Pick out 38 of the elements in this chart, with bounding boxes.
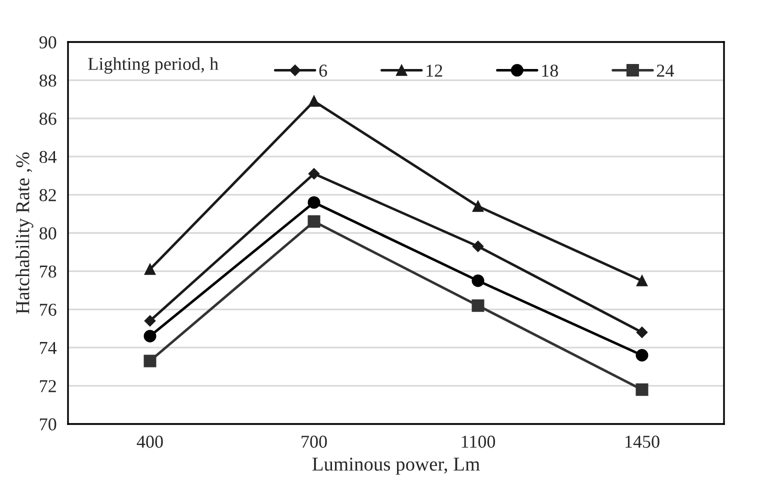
point: [308, 96, 320, 107]
legend-label: 12: [426, 64, 442, 77]
point: [636, 326, 648, 338]
x-tick-label: 400: [136, 436, 163, 448]
y-tick-label: 88: [40, 74, 56, 87]
point: [144, 264, 156, 275]
legend-title: Lighting period, h: [88, 57, 218, 74]
y-tick-label: 86: [40, 112, 56, 125]
point: [308, 168, 320, 180]
y-tick-label: 76: [40, 304, 56, 316]
point: [472, 240, 484, 252]
legend-label: 6: [319, 64, 328, 77]
x-tick-label: 700: [302, 436, 327, 448]
point: [308, 215, 320, 228]
point: [636, 348, 648, 362]
y-axis-title: Hatchability Rate ,%: [16, 152, 34, 314]
legend-label: 24: [656, 64, 674, 77]
point: [472, 200, 484, 212]
point: [144, 330, 156, 342]
y-tick-label: 70: [40, 418, 56, 430]
point: [636, 275, 648, 286]
y-tick-label: 80: [40, 227, 56, 240]
legend-label: 18: [542, 64, 558, 77]
x-tick-label: 1100: [462, 436, 496, 448]
point: [144, 354, 156, 368]
y-tick-label: 84: [40, 150, 57, 164]
y-tick-label: 90: [39, 36, 56, 48]
point: [308, 196, 320, 209]
y-tick-label: 78: [40, 265, 56, 278]
x-axis-title: Luminous power, Lm: [312, 458, 480, 475]
point: [472, 274, 484, 287]
x-tick-label: 1450: [626, 436, 660, 448]
point: [472, 299, 484, 312]
point: [636, 383, 648, 396]
point: [144, 315, 156, 326]
y-tick-label: 72: [40, 380, 56, 392]
y-tick-label: 82: [40, 189, 56, 202]
y-tick-label: 74: [40, 342, 57, 354]
